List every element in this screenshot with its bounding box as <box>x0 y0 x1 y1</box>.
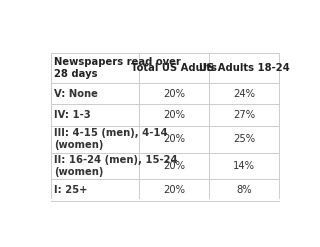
Text: III: 4-15 (men), 4-14
(women): III: 4-15 (men), 4-14 (women) <box>54 128 168 150</box>
Text: 20%: 20% <box>163 110 185 120</box>
Text: V: None: V: None <box>54 89 98 99</box>
Text: IV: 1-3: IV: 1-3 <box>54 110 91 120</box>
Text: US Adults 18-24: US Adults 18-24 <box>199 63 290 73</box>
Text: Newspapers read over
28 days: Newspapers read over 28 days <box>54 57 181 80</box>
Text: 8%: 8% <box>236 185 252 195</box>
Text: 20%: 20% <box>163 134 185 144</box>
Text: 24%: 24% <box>233 89 255 99</box>
Text: 20%: 20% <box>163 89 185 99</box>
Text: I: 25+: I: 25+ <box>54 185 87 195</box>
Text: 20%: 20% <box>163 161 185 171</box>
Text: Total US Adults: Total US Adults <box>131 63 217 73</box>
Text: 14%: 14% <box>233 161 255 171</box>
Text: 27%: 27% <box>233 110 255 120</box>
Text: II: 16-24 (men), 15-24
(women): II: 16-24 (men), 15-24 (women) <box>54 155 178 177</box>
Text: 20%: 20% <box>163 185 185 195</box>
Text: 25%: 25% <box>233 134 255 144</box>
